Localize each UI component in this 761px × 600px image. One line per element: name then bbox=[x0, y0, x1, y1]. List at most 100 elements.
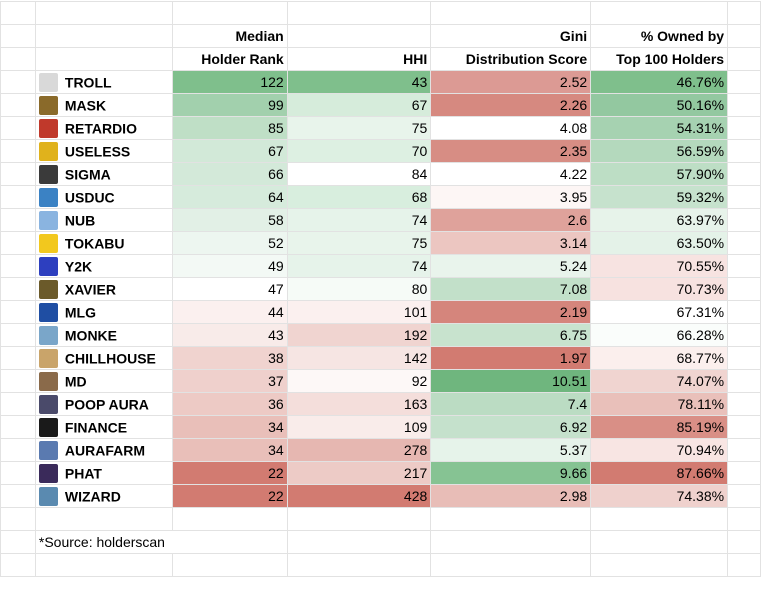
top100-owned-cell[interactable]: 87.66% bbox=[590, 461, 729, 485]
hhi-cell[interactable]: 74 bbox=[286, 254, 432, 278]
gini-score-cell[interactable]: 9.66 bbox=[430, 461, 592, 485]
top100-owned-cell[interactable]: 59.32% bbox=[590, 185, 729, 209]
gini-score-cell[interactable]: 4.22 bbox=[430, 162, 592, 186]
top100-owned-cell[interactable]: 70.55% bbox=[590, 254, 729, 278]
median-holder-rank-cell[interactable]: 47 bbox=[171, 277, 288, 301]
gini-score-cell[interactable]: 3.95 bbox=[430, 185, 592, 209]
gini-score-cell[interactable]: 5.37 bbox=[430, 438, 592, 462]
header-distribution-score[interactable]: Distribution Score bbox=[430, 47, 592, 71]
top100-owned-cell[interactable]: 70.94% bbox=[590, 438, 729, 462]
median-holder-rank-cell[interactable]: 67 bbox=[171, 139, 288, 163]
hhi-cell[interactable]: 74 bbox=[286, 208, 432, 232]
gini-score-cell[interactable]: 2.6 bbox=[430, 208, 592, 232]
hhi-cell[interactable]: 80 bbox=[286, 277, 432, 301]
header-hhi[interactable]: HHI bbox=[286, 47, 432, 71]
hhi-cell[interactable]: 92 bbox=[286, 369, 432, 393]
token-name-cell[interactable]: MASK bbox=[34, 93, 173, 117]
hhi-cell[interactable]: 75 bbox=[286, 116, 432, 140]
median-holder-rank-cell[interactable]: 36 bbox=[171, 392, 288, 416]
token-name-cell[interactable]: WIZARD bbox=[34, 484, 173, 508]
token-name-cell[interactable]: POOP AURA bbox=[34, 392, 173, 416]
median-holder-rank-cell[interactable]: 122 bbox=[171, 70, 288, 94]
hhi-cell[interactable]: 109 bbox=[286, 415, 432, 439]
hhi-cell[interactable]: 163 bbox=[286, 392, 432, 416]
hhi-cell[interactable]: 217 bbox=[286, 461, 432, 485]
median-holder-rank-cell[interactable]: 22 bbox=[171, 484, 288, 508]
gini-score-cell[interactable]: 2.19 bbox=[430, 300, 592, 324]
hhi-cell[interactable]: 70 bbox=[286, 139, 432, 163]
token-name-cell[interactable]: MD bbox=[34, 369, 173, 393]
token-name-cell[interactable]: RETARDIO bbox=[34, 116, 173, 140]
header-top100[interactable]: Top 100 Holders bbox=[590, 47, 729, 71]
gini-score-cell[interactable]: 10.51 bbox=[430, 369, 592, 393]
gini-score-cell[interactable]: 1.97 bbox=[430, 346, 592, 370]
median-holder-rank-cell[interactable]: 34 bbox=[171, 438, 288, 462]
top100-owned-cell[interactable]: 70.73% bbox=[590, 277, 729, 301]
token-name-cell[interactable]: Y2K bbox=[34, 254, 173, 278]
top100-owned-cell[interactable]: 54.31% bbox=[590, 116, 729, 140]
top100-owned-cell[interactable]: 68.77% bbox=[590, 346, 729, 370]
top100-owned-cell[interactable]: 56.59% bbox=[590, 139, 729, 163]
header-gini[interactable]: Gini bbox=[430, 24, 592, 48]
median-holder-rank-cell[interactable]: 43 bbox=[171, 323, 288, 347]
hhi-cell[interactable]: 67 bbox=[286, 93, 432, 117]
top100-owned-cell[interactable]: 78.11% bbox=[590, 392, 729, 416]
header-owned[interactable]: % Owned by bbox=[590, 24, 729, 48]
top100-owned-cell[interactable]: 50.16% bbox=[590, 93, 729, 117]
gini-score-cell[interactable]: 3.14 bbox=[430, 231, 592, 255]
median-holder-rank-cell[interactable]: 34 bbox=[171, 415, 288, 439]
top100-owned-cell[interactable]: 74.07% bbox=[590, 369, 729, 393]
hhi-cell[interactable]: 84 bbox=[286, 162, 432, 186]
gini-score-cell[interactable]: 7.08 bbox=[430, 277, 592, 301]
gini-score-cell[interactable]: 2.35 bbox=[430, 139, 592, 163]
hhi-cell[interactable]: 43 bbox=[286, 70, 432, 94]
top100-owned-cell[interactable]: 63.97% bbox=[590, 208, 729, 232]
token-name-cell[interactable]: USELESS bbox=[34, 139, 173, 163]
token-name-cell[interactable]: SIGMA bbox=[34, 162, 173, 186]
median-holder-rank-cell[interactable]: 58 bbox=[171, 208, 288, 232]
header-median[interactable]: Median bbox=[171, 24, 288, 48]
gini-score-cell[interactable]: 6.92 bbox=[430, 415, 592, 439]
token-name-cell[interactable]: FINANCE bbox=[34, 415, 173, 439]
median-holder-rank-cell[interactable]: 99 bbox=[171, 93, 288, 117]
median-holder-rank-cell[interactable]: 44 bbox=[171, 300, 288, 324]
token-name-cell[interactable]: CHILLHOUSE bbox=[34, 346, 173, 370]
top100-owned-cell[interactable]: 67.31% bbox=[590, 300, 729, 324]
token-name-cell[interactable]: USDUC bbox=[34, 185, 173, 209]
hhi-cell[interactable]: 428 bbox=[286, 484, 432, 508]
median-holder-rank-cell[interactable]: 49 bbox=[171, 254, 288, 278]
source-note[interactable]: *Source: holderscan bbox=[34, 530, 288, 554]
top100-owned-cell[interactable]: 74.38% bbox=[590, 484, 729, 508]
token-name-cell[interactable]: PHAT bbox=[34, 461, 173, 485]
gini-score-cell[interactable]: 6.75 bbox=[430, 323, 592, 347]
top100-owned-cell[interactable]: 85.19% bbox=[590, 415, 729, 439]
gini-score-cell[interactable]: 7.4 bbox=[430, 392, 592, 416]
token-name-cell[interactable]: MLG bbox=[34, 300, 173, 324]
gini-score-cell[interactable]: 2.26 bbox=[430, 93, 592, 117]
hhi-cell[interactable]: 101 bbox=[286, 300, 432, 324]
gini-score-cell[interactable]: 2.52 bbox=[430, 70, 592, 94]
gini-score-cell[interactable]: 2.98 bbox=[430, 484, 592, 508]
hhi-cell[interactable]: 278 bbox=[286, 438, 432, 462]
median-holder-rank-cell[interactable]: 37 bbox=[171, 369, 288, 393]
gini-score-cell[interactable]: 5.24 bbox=[430, 254, 592, 278]
token-name-cell[interactable]: XAVIER bbox=[34, 277, 173, 301]
median-holder-rank-cell[interactable]: 66 bbox=[171, 162, 288, 186]
hhi-cell[interactable]: 75 bbox=[286, 231, 432, 255]
token-name-cell[interactable]: AURAFARM bbox=[34, 438, 173, 462]
hhi-cell[interactable]: 142 bbox=[286, 346, 432, 370]
median-holder-rank-cell[interactable]: 52 bbox=[171, 231, 288, 255]
top100-owned-cell[interactable]: 57.90% bbox=[590, 162, 729, 186]
token-name-cell[interactable]: TOKABU bbox=[34, 231, 173, 255]
token-name-cell[interactable]: TROLL bbox=[34, 70, 173, 94]
median-holder-rank-cell[interactable]: 38 bbox=[171, 346, 288, 370]
median-holder-rank-cell[interactable]: 22 bbox=[171, 461, 288, 485]
header-holder-rank[interactable]: Holder Rank bbox=[171, 47, 288, 71]
gini-score-cell[interactable]: 4.08 bbox=[430, 116, 592, 140]
hhi-cell[interactable]: 68 bbox=[286, 185, 432, 209]
token-name-cell[interactable]: MONKE bbox=[34, 323, 173, 347]
token-name-cell[interactable]: NUB bbox=[34, 208, 173, 232]
top100-owned-cell[interactable]: 63.50% bbox=[590, 231, 729, 255]
median-holder-rank-cell[interactable]: 85 bbox=[171, 116, 288, 140]
hhi-cell[interactable]: 192 bbox=[286, 323, 432, 347]
